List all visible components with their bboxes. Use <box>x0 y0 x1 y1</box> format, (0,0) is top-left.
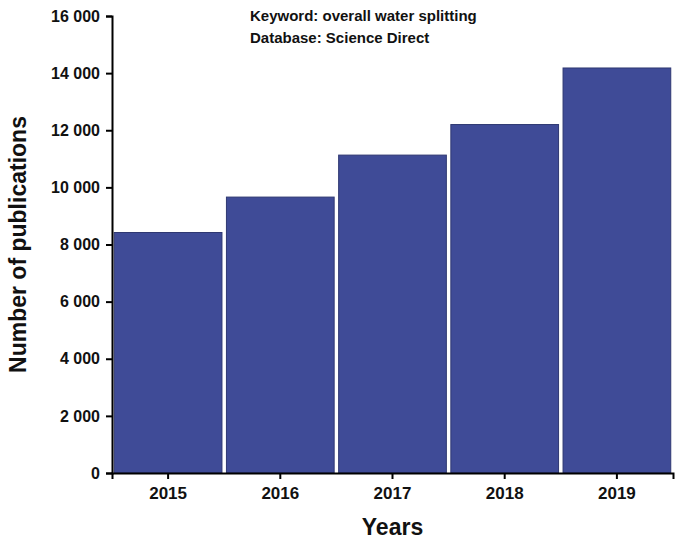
y-tick-label: 14 000 <box>51 65 100 82</box>
y-tick-mark <box>106 301 112 303</box>
x-tick-mark <box>279 473 281 479</box>
bar <box>451 125 559 473</box>
y-tick-label: 10 000 <box>51 179 100 196</box>
y-tick-label: 16 000 <box>51 8 100 25</box>
bar <box>563 68 671 473</box>
y-tick: 0 <box>91 465 112 482</box>
y-tick-mark <box>106 130 112 132</box>
y-tick: 10 000 <box>51 179 112 196</box>
x-tick-mark <box>392 473 394 479</box>
bar <box>226 197 334 473</box>
x-tick: 2018 <box>486 473 524 503</box>
x-tick-label: 2017 <box>374 484 412 503</box>
chart: 2015 2016 2017 2018 2019 0 2 000 4 000 6 000 8 00… <box>0 0 685 549</box>
y-tick-label: 8 000 <box>60 236 100 253</box>
y-axis-line <box>106 17 113 474</box>
x-axis-line <box>113 474 674 480</box>
bar <box>339 155 447 473</box>
y-tick-label: 6 000 <box>60 293 100 310</box>
y-tick-label: 4 000 <box>60 350 100 367</box>
y-tick-mark <box>106 473 112 475</box>
x-tick-label: 2019 <box>598 484 636 503</box>
y-tick: 12 000 <box>51 122 112 139</box>
x-tick: 2019 <box>598 473 636 503</box>
y-tick-label: 0 <box>91 465 100 482</box>
y-tick-mark <box>106 73 112 75</box>
y-tick-label: 2 000 <box>60 407 100 424</box>
y-tick-mark <box>106 244 112 246</box>
annotation: Keyword: overall water splitting <box>250 7 477 24</box>
x-axis: 2015 2016 2017 2018 2019 <box>113 473 674 503</box>
x-tick: 2017 <box>374 473 412 503</box>
annotation: Database: Science Direct <box>250 29 429 46</box>
y-tick-mark <box>106 16 112 18</box>
x-tick-label: 2015 <box>149 484 187 503</box>
bars <box>114 68 671 473</box>
y-tick: 16 000 <box>51 8 112 25</box>
x-tick-mark <box>167 473 169 479</box>
x-tick-label: 2018 <box>486 484 524 503</box>
y-tick: 14 000 <box>51 65 112 82</box>
y-tick: 6 000 <box>60 293 112 310</box>
y-tick-mark <box>106 415 112 417</box>
y-tick-label: 12 000 <box>51 122 100 139</box>
y-tick: 4 000 <box>60 350 112 367</box>
y-tick-mark <box>106 358 112 360</box>
y-tick: 2 000 <box>60 407 112 424</box>
y-tick: 8 000 <box>60 236 112 253</box>
bar <box>114 233 222 473</box>
y-tick-mark <box>106 187 112 189</box>
x-tick-label: 2016 <box>261 484 299 503</box>
y-axis-title: Number of publications <box>5 116 31 373</box>
annotations: Keyword: overall water splitting Database… <box>250 7 477 46</box>
x-axis-title: Years <box>362 514 423 540</box>
x-tick-mark <box>616 473 618 479</box>
x-tick: 2016 <box>261 473 299 503</box>
x-tick: 2015 <box>149 473 187 503</box>
y-axis: 0 2 000 4 000 6 000 8 000 10 000 12 000 14 000 1… <box>51 8 112 482</box>
x-tick-mark <box>504 473 506 479</box>
